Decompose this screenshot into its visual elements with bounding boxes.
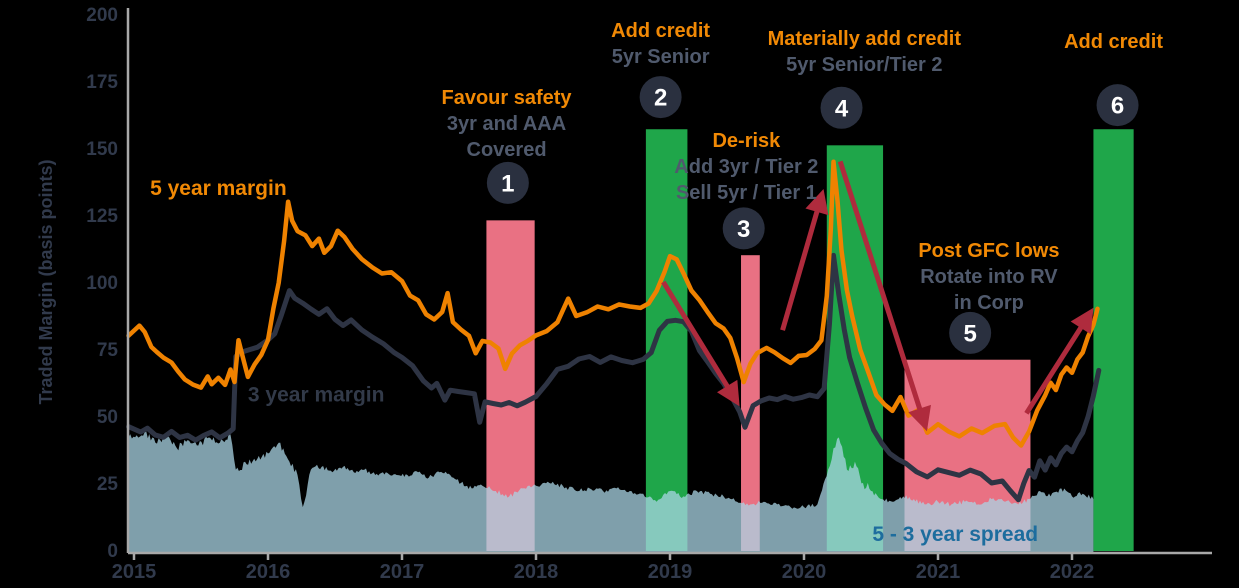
annotation-5-line-1: Post GFC lows [918,240,1059,262]
marker-number-4: 4 [835,95,849,122]
y-tick-label-0: 0 [107,541,118,562]
step-marker-1: 1 [486,161,529,204]
step-marker-2: 2 [639,76,682,119]
annotation-3-line-1: De-risk [712,130,781,152]
annotation-2-line-1: Add credit [611,20,710,42]
marker-circle-6 [1096,84,1139,127]
annotation-2-line-2: 5yr Senior [612,46,710,68]
marker-circle-5 [949,311,992,354]
y-tick-label-175: 175 [86,72,118,93]
step-marker-5: 5 [949,311,992,354]
x-tick-label-2017: 2017 [380,561,425,583]
marker-circle-4 [820,86,863,129]
annotation-3-line-3: Sell 5yr / Tier 1 [676,182,817,204]
marker-number-1: 1 [501,170,514,197]
action-band-2 [645,129,688,552]
step-marker-4: 4 [820,86,863,129]
series-label-3: 5 - 3 year spread [872,523,1038,546]
x-tick-label-2018: 2018 [514,561,559,583]
marker-circle-2 [639,76,682,119]
trade-arrow-4 [1024,307,1094,415]
annotation-1-line-1: Favour safety [441,87,572,109]
x-tick-label-2016: 2016 [246,561,291,583]
y-tick-label-25: 25 [97,474,119,495]
annotation-3-line-2: Add 3yr / Tier 2 [674,156,818,178]
action-band-3 [741,255,760,551]
y-tick-label-200: 200 [86,5,118,26]
trade-arrow-3 [837,160,931,432]
trade-arrow-1 [661,280,740,407]
annotation-5-line-2: Rotate into RV [920,266,1058,288]
trade-arrow-2 [780,188,829,331]
x-tick-label-2015: 2015 [112,561,157,583]
line-5yr-margin [126,159,1100,448]
annotation-1-line-2: 3yr and AAA [447,113,566,135]
marker-number-2: 2 [654,85,667,112]
x-tick-label-2019: 2019 [648,561,693,583]
marker-number-3: 3 [737,216,750,243]
action-band-6 [1093,129,1134,552]
marker-number-5: 5 [963,320,976,347]
series-label-2: 3 year margin [248,384,385,407]
series-label-1: 5 year margin [150,177,287,200]
annotation-5-line-3: in Corp [954,292,1024,314]
step-marker-3: 3 [722,207,765,250]
spread-area [128,431,1094,552]
marker-number-6: 6 [1111,93,1124,120]
x-tick-label-2021: 2021 [916,561,961,583]
annotation-6-line-1: Add credit [1064,31,1163,53]
y-tick-label-100: 100 [86,273,118,294]
y-axis-title: Traded Margin (basis points) [36,159,56,404]
y-tick-label-150: 150 [86,139,118,160]
x-tick-label-2022: 2022 [1050,561,1095,583]
line-3yr-margin [126,252,1102,503]
annotation-1-line-3: Covered [467,139,547,161]
step-marker-6: 6 [1096,84,1139,127]
y-tick-label-125: 125 [86,206,118,227]
y-tick-label-75: 75 [97,340,119,361]
marker-circle-1 [486,161,529,204]
annotation-4-line-2: 5yr Senior/Tier 2 [786,54,942,76]
y-tick-label-50: 50 [97,407,118,428]
x-tick-label-2020: 2020 [782,561,827,583]
marker-circle-3 [722,207,765,250]
annotation-4-line-1: Materially add credit [768,28,962,50]
